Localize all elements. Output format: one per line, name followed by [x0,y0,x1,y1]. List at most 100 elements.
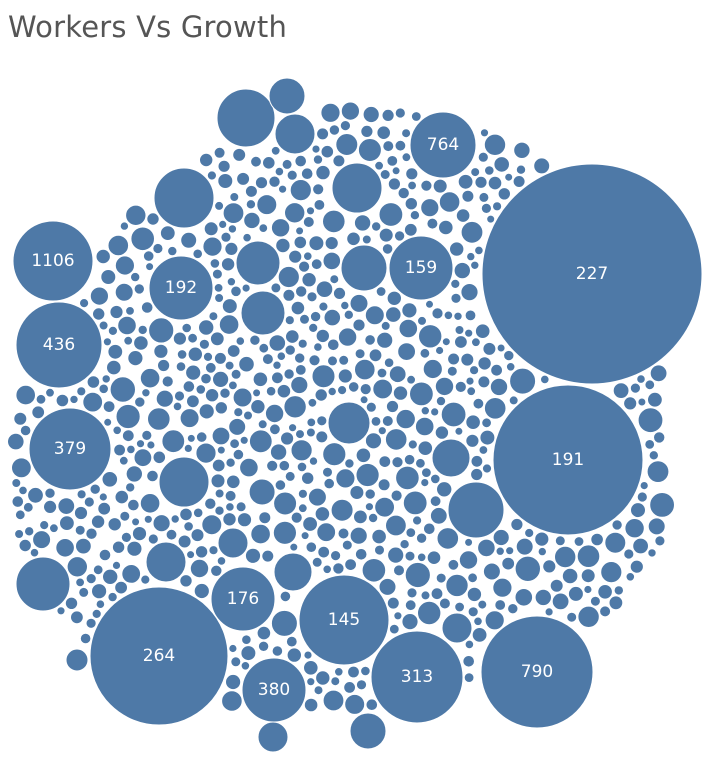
bubble [198,319,215,336]
bubble [257,640,270,652]
bubble [153,167,215,229]
bubble [431,438,471,478]
bubble [307,487,327,507]
bubble [121,564,142,584]
bubble [608,595,624,611]
bubble [492,201,503,212]
bubble [240,661,251,671]
bubble [337,527,350,540]
bubble [340,300,350,311]
bubble [111,540,126,554]
bubble [146,440,156,450]
bubble [477,375,491,389]
bubble [272,360,282,370]
bubble [210,473,226,489]
bubble [481,163,702,385]
bubble [430,473,441,485]
bubble [208,311,219,322]
bubble [482,562,501,581]
bubble [305,427,316,438]
bubble [335,468,356,489]
bubble [89,286,110,306]
bubble [239,457,259,478]
bubble [403,453,416,466]
bubble [339,120,351,132]
bubble [327,355,338,367]
bubble [202,351,214,362]
bubble [386,596,400,610]
bubble [268,77,306,115]
bubble [474,245,484,256]
bubble [121,429,135,443]
bubble [337,368,353,384]
bubble [281,158,293,170]
bubble [35,393,47,405]
bubble [494,599,507,611]
bubble [226,344,241,358]
bubble [241,634,252,646]
bubble [161,375,174,388]
bubble [372,378,394,400]
bubble [107,591,118,603]
bubble [264,403,285,424]
bubble [91,608,102,620]
bubble [252,371,269,388]
bubble [464,537,474,547]
bubble [210,564,223,577]
bubble [327,401,371,445]
bubble [347,665,360,679]
bubble [64,596,79,610]
bubble [235,336,246,346]
bubble [217,159,231,173]
bubble [454,426,464,436]
bubble [148,317,175,344]
bubble [467,572,479,584]
bubble [306,677,316,687]
bubble [130,226,155,252]
bubble [364,488,376,500]
bubble [395,408,416,430]
bubble [419,347,431,359]
bubble [127,498,140,512]
bubble [318,301,329,312]
bubble [323,308,342,327]
bubble [364,432,383,450]
bubble [308,235,325,252]
bubble [75,577,85,588]
bubble [280,431,295,446]
bubble [420,478,430,488]
bubble [202,236,223,257]
bubble [330,676,341,687]
bubble [288,249,303,264]
bubble [203,221,219,237]
bubble [7,432,25,451]
bubble [272,520,297,545]
bubble [401,152,412,163]
bubble [297,503,308,514]
bubble [359,383,372,396]
bubble [466,586,483,603]
bubble [15,301,103,389]
bubble [315,164,331,181]
bubble [55,538,75,558]
bubble [131,517,141,527]
bubble [346,231,361,247]
bubble [322,466,333,478]
bubble [12,220,94,302]
bubble [230,656,242,668]
bubble [501,556,516,571]
bubble [258,511,272,525]
bubble [492,384,644,536]
bubble [470,454,484,468]
bubble [114,255,136,276]
bubble [221,298,238,315]
bubble [270,282,282,294]
bubble [381,108,395,123]
bubble [283,395,307,419]
bubble [218,314,240,335]
bubble [236,171,251,186]
bubble [170,514,180,524]
bubble [313,342,323,352]
bubble [387,546,405,564]
bubble [580,568,596,584]
